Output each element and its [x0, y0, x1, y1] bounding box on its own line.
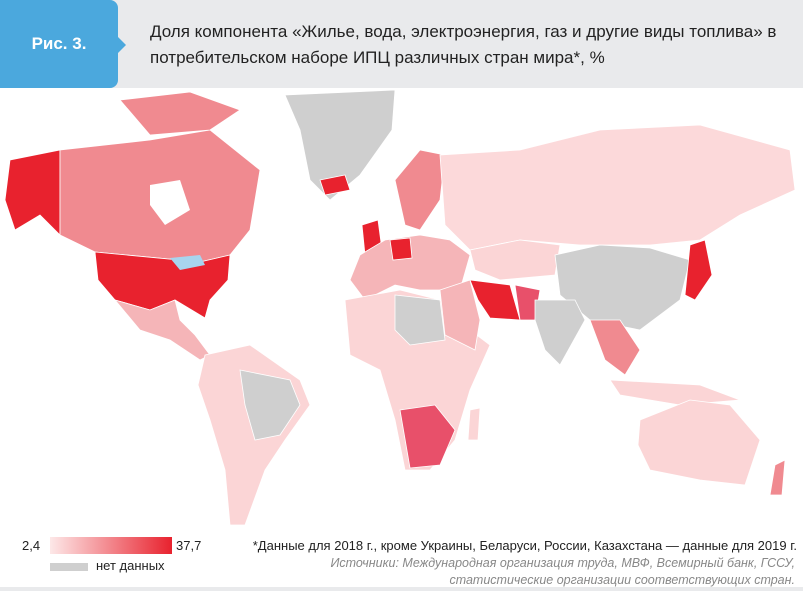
world-map	[4, 89, 796, 526]
region-kazakhstan	[469, 239, 561, 281]
region-usa	[94, 251, 231, 319]
chart-title: Доля компонента «Жилье, вода, электроэне…	[150, 22, 777, 67]
region-sahara	[394, 294, 446, 346]
region-iran	[469, 279, 521, 321]
region-southeast-asia	[589, 319, 641, 376]
region-australia	[637, 399, 761, 486]
no-data-label: нет данных	[96, 558, 165, 573]
no-data-swatch	[50, 563, 88, 571]
footnote: *Данные для 2018 г., кроме Украины, Бела…	[252, 538, 797, 553]
region-canada-islands	[119, 91, 241, 136]
region-indonesia	[609, 379, 741, 406]
footer-divider	[0, 587, 803, 591]
source-note: Источники: Международная организация тру…	[330, 556, 795, 587]
water-hudson-bay	[150, 180, 190, 225]
region-germany	[389, 237, 413, 261]
region-japan	[684, 239, 713, 301]
legend-min-label: 2,4	[22, 538, 41, 553]
water-great-lakes	[170, 255, 205, 270]
figure-label: Рис. 3.	[31, 34, 87, 53]
region-iceland	[319, 174, 351, 196]
region-india	[534, 299, 586, 366]
figure-tab: Рис. 3.	[0, 0, 126, 88]
legend-color-scale	[50, 537, 172, 554]
region-mexico	[113, 299, 211, 361]
region-brazil	[239, 369, 301, 441]
region-russia	[439, 124, 796, 251]
region-middle-east	[439, 279, 481, 351]
region-southern-africa	[399, 404, 456, 469]
header: Рис. 3. Доля компонента «Жилье, вода, эл…	[0, 0, 803, 88]
region-new-zealand	[769, 459, 786, 496]
legend-max-label: 37,7	[176, 538, 202, 553]
region-alaska	[4, 149, 61, 236]
region-madagascar	[467, 407, 481, 441]
region-scandinavia	[394, 149, 446, 231]
